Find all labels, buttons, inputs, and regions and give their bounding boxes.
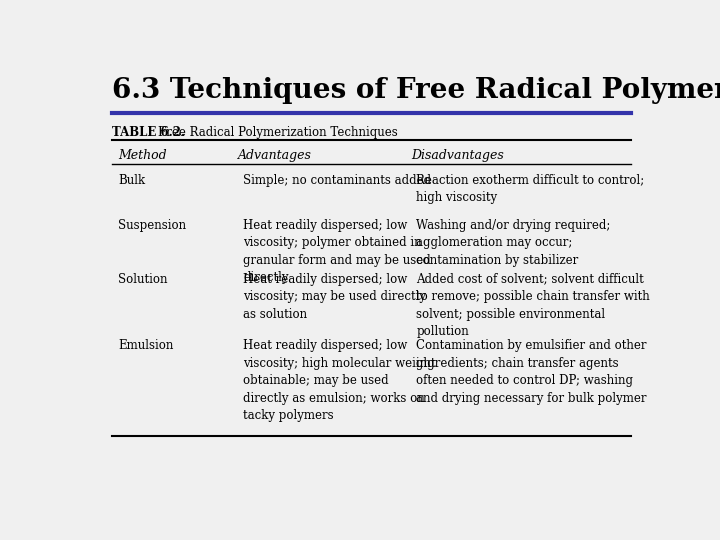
Text: Disadvantages: Disadvantages (411, 149, 503, 162)
Text: Heat readily dispersed; low
viscosity; polymer obtained in
granular form and may: Heat readily dispersed; low viscosity; p… (243, 219, 431, 284)
Text: Method: Method (118, 149, 166, 162)
Text: Reaction exotherm difficult to control;
high viscosity: Reaction exotherm difficult to control; … (416, 174, 644, 204)
Text: Contamination by emulsifier and other
ingredients; chain transfer agents
often n: Contamination by emulsifier and other in… (416, 339, 647, 404)
Text: Free Radical Polymerization Techniques: Free Radical Polymerization Techniques (158, 126, 398, 139)
Text: Heat readily dispersed; low
viscosity; high molecular weight
obtainable; may be : Heat readily dispersed; low viscosity; h… (243, 339, 436, 422)
Text: Bulk: Bulk (118, 174, 145, 187)
Text: Added cost of solvent; solvent difficult
to remove; possible chain transfer with: Added cost of solvent; solvent difficult… (416, 273, 650, 338)
Text: Emulsion: Emulsion (118, 339, 174, 352)
Text: Solution: Solution (118, 273, 167, 286)
Text: Simple; no contaminants added: Simple; no contaminants added (243, 174, 431, 187)
Text: TABLE 6.2.: TABLE 6.2. (112, 126, 186, 139)
Text: 6.3 Techniques of Free Radical Polymerization.: 6.3 Techniques of Free Radical Polymeriz… (112, 77, 720, 104)
Text: Advantages: Advantages (238, 149, 312, 162)
Text: Suspension: Suspension (118, 219, 186, 232)
Text: Washing and/or drying required;
agglomeration may occur;
contamination by stabil: Washing and/or drying required; agglomer… (416, 219, 611, 267)
Text: Heat readily dispersed; low
viscosity; may be used directly
as solution: Heat readily dispersed; low viscosity; m… (243, 273, 426, 321)
